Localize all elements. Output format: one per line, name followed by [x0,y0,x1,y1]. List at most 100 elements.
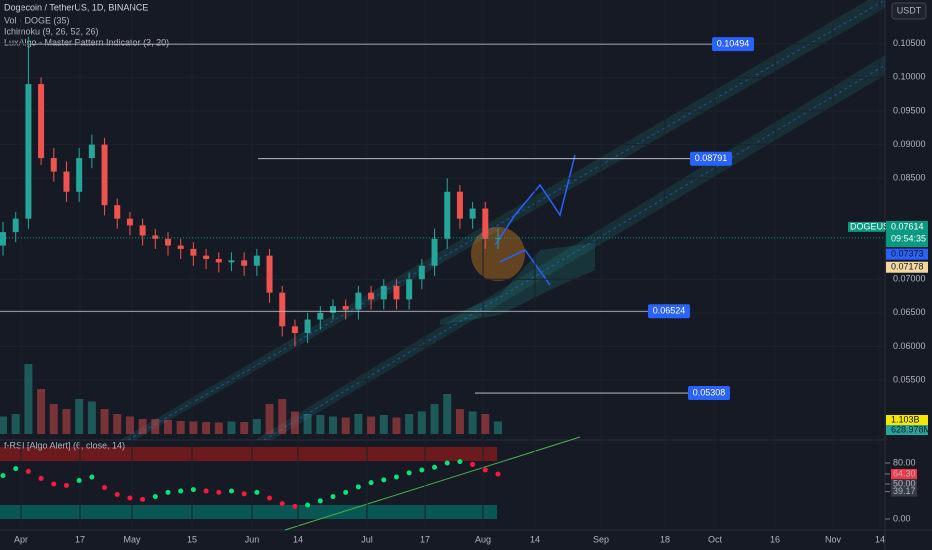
candle-body [165,238,171,246]
rsi-point [444,460,450,466]
rsi-point [343,489,349,495]
level-label: 0.08791 [695,153,728,163]
candle-body [393,285,400,300]
volume-label-box [886,415,928,425]
channels [120,0,886,531]
rsi-point [25,468,31,474]
x-tick-label: May [123,534,141,544]
x-tick-label: 14 [875,534,885,544]
rsi-tick-label: 0.00 [893,513,911,523]
level-label: 0.10494 [717,39,750,49]
volume-bar [37,389,46,434]
candle-body [114,205,121,219]
volume-bar [24,364,33,434]
rsi-point [368,480,374,486]
rsi-point [330,494,336,500]
y-tick-label: 0.09500 [893,105,926,115]
rsi-point [470,461,476,467]
ichimoku-cloud [440,243,595,325]
y-tick-label: 0.06500 [893,307,926,317]
volume-label-box [886,425,928,435]
candle-body [266,255,273,293]
volume-bar [189,421,198,434]
volume-bar [392,417,401,434]
volume-bar [0,416,7,434]
candle-body [253,255,260,266]
rsi-point [76,478,82,484]
volume-bar [430,404,439,434]
candle-body [0,232,6,246]
volume-bar [49,404,58,434]
x-tick-label: 17 [420,534,430,544]
candle-body [279,292,286,327]
rsi-point [203,488,209,494]
volume-bar [455,409,464,434]
overbought-band [0,447,497,461]
rsi-point [228,488,234,494]
rsi-point [241,491,247,497]
currency-button[interactable] [891,2,927,20]
candle-body [12,218,19,233]
x-tick-label: 14 [293,534,303,544]
volume-bar [265,404,274,434]
candle-body [190,248,197,256]
volume-label: 1.103B [891,414,920,424]
currency-label[interactable]: USDT [897,5,922,15]
candle-body [291,326,298,334]
rsi-point [482,467,488,473]
volume-bar [125,416,134,434]
rsi-point [419,467,425,473]
candle-body [431,238,438,266]
candle-body [380,285,387,300]
rsi-point [317,498,323,504]
rsi-point [178,488,184,494]
rsi-point [102,485,108,491]
volume-bar [329,416,337,434]
last-price-countdown: 09:54:35 [891,233,926,243]
volume-bar [316,415,325,434]
candle-body [126,218,133,226]
rsi-trendline [284,436,581,531]
axis-label: 0.07178 [891,262,924,272]
candle-body [88,144,95,159]
candle-body [444,191,451,239]
rsi-point [305,502,311,508]
volume-bar [164,420,172,434]
candle-body [228,260,235,263]
axis-label-box [886,248,928,260]
candle-body [482,208,489,239]
y-tick-label: 0.08500 [893,173,926,183]
volume-label: 628.978M [891,424,931,434]
rsi-bands [0,447,497,519]
rsi-point [38,475,44,481]
level-label: 0.05308 [693,387,726,397]
rsi-point [165,489,171,495]
candle-body [38,84,45,159]
projection-arrow [499,249,551,286]
rsi-tick-label: 64.30 [893,468,916,478]
y-tick-label: 0.06000 [893,341,926,351]
level-label: 0.06524 [653,306,686,316]
volume-bar [252,419,261,434]
oversold-band [0,505,497,519]
rsi-point [51,481,57,487]
x-tick-label: 14 [530,534,540,544]
candle-body [63,171,70,192]
x-tick-label: Apr [14,534,28,544]
indicator-label: Vol · DOGE (35) [4,15,70,25]
candle-body [456,191,463,219]
candle-body [203,255,210,260]
rsi-point [495,471,501,477]
rsi-point [254,489,260,495]
volume-bar [87,401,96,434]
x-tick-label: Nov [825,534,842,544]
axis-label: 0.07373 [891,248,924,258]
volume-bar [202,422,211,434]
rsi-point [0,473,6,479]
x-tick-label: 17 [75,534,85,544]
volume-bar [227,421,236,434]
rsi-point [13,466,19,472]
volume-bar [176,421,185,434]
level-box [688,386,730,401]
